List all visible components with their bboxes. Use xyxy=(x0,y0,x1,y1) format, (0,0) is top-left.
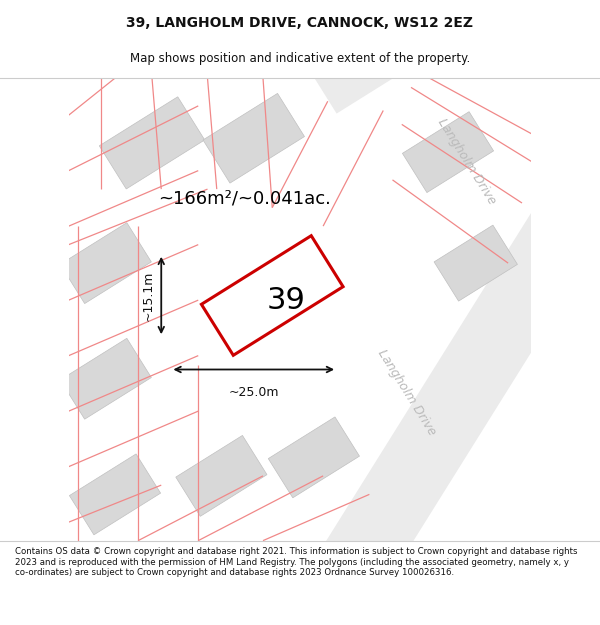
Text: Contains OS data © Crown copyright and database right 2021. This information is : Contains OS data © Crown copyright and d… xyxy=(15,548,577,577)
Polygon shape xyxy=(202,236,343,355)
Polygon shape xyxy=(99,97,205,189)
Text: Langholm Drive: Langholm Drive xyxy=(435,116,498,207)
Polygon shape xyxy=(403,112,494,192)
Polygon shape xyxy=(70,454,161,535)
Text: 39: 39 xyxy=(266,286,305,314)
Polygon shape xyxy=(203,93,304,183)
Text: Map shows position and indicative extent of the property.: Map shows position and indicative extent… xyxy=(130,52,470,65)
Text: ~15.1m: ~15.1m xyxy=(142,270,154,321)
Polygon shape xyxy=(310,0,572,114)
Polygon shape xyxy=(324,34,600,583)
Polygon shape xyxy=(176,436,267,516)
Text: 39, LANGHOLM DRIVE, CANNOCK, WS12 2EZ: 39, LANGHOLM DRIVE, CANNOCK, WS12 2EZ xyxy=(127,16,473,31)
Polygon shape xyxy=(268,417,359,498)
Text: Langholm Drive: Langholm Drive xyxy=(374,348,438,438)
Polygon shape xyxy=(434,225,517,301)
Polygon shape xyxy=(60,338,151,419)
Polygon shape xyxy=(60,222,151,304)
Text: ~25.0m: ~25.0m xyxy=(229,386,279,399)
Text: ~166m²/~0.041ac.: ~166m²/~0.041ac. xyxy=(158,189,331,208)
